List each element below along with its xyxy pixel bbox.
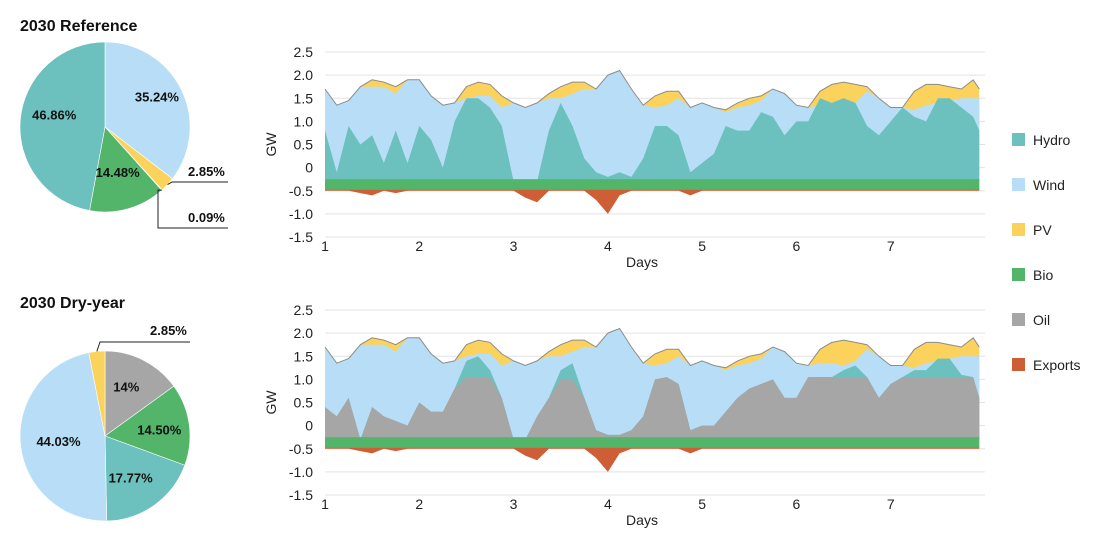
- pie-title-dry-year: 2030 Dry-year: [20, 295, 125, 312]
- area-chart-reference: 2.5 2.0 1.5 1.0 0.5 0 -0.5 -1.0 -1.5 1 2 3 4 5 6 7 Days G…: [263, 44, 985, 270]
- pie-leader-dry-year-pv: [96, 341, 190, 352]
- pie-slice-dry-year-oil: [104, 350, 175, 437]
- legend-label-pv: PV: [1033, 222, 1052, 238]
- legend-swatch-hydro: [1012, 133, 1025, 146]
- legend: Hydro Wind PV Bio Oil Exports: [1012, 132, 1080, 373]
- legend-swatch-oil: [1012, 313, 1025, 326]
- x-axis-label-dry-year: Days: [626, 512, 658, 528]
- area-dry-year-oil: [325, 377, 980, 440]
- legend-label-exports: Exports: [1033, 357, 1080, 373]
- pie-slice-dry-year-bio: [104, 385, 191, 466]
- pie-labels-dry-year: 14% 14.50% 17.77% 44.03% 2.85%: [36, 323, 190, 486]
- x-tick-reference: 6: [793, 238, 801, 254]
- pie-labels-reference: 35.24% 2.85% 0.09% 14.48% 46.86%: [32, 89, 228, 229]
- x-tick-reference: 4: [604, 238, 612, 254]
- x-tick-reference: 7: [887, 238, 895, 254]
- x-tick-dry-year: 1: [321, 496, 329, 512]
- y-tick-dry-year: 2.0: [294, 325, 314, 341]
- x-tick-reference: 2: [415, 238, 423, 254]
- x-tick-reference: 1: [321, 238, 329, 254]
- y-tick-dry-year: 0: [305, 418, 313, 434]
- legend-swatch-exports: [1012, 358, 1025, 371]
- pie-chart-dry-year: 2030 Dry-year 14% 14.50% 17.77% 44.03% 2.85%: [19, 295, 191, 522]
- x-tick-dry-year: 6: [793, 496, 801, 512]
- y-tick-dry-year: -0.5: [289, 441, 313, 457]
- x-tick-dry-year: 2: [415, 496, 423, 512]
- pie-slice-reference-wind: [104, 41, 191, 180]
- pie-title-reference: 2030 Reference: [20, 18, 138, 35]
- x-tick-dry-year: 7: [887, 496, 895, 512]
- pie-chart-reference: 2030 Reference 35.24% 2.85% 0.09% 14.48% 46.…: [19, 18, 228, 229]
- pie-label-dry-year-hydro: 17.77%: [109, 471, 154, 486]
- y-tick-reference: 0: [305, 160, 313, 176]
- y-tick-dry-year: 1.0: [294, 371, 314, 387]
- y-axis-label-dry-year: GW: [263, 390, 279, 415]
- legend-label-bio: Bio: [1033, 267, 1053, 283]
- pie-slice-reference-hydro: [19, 41, 106, 211]
- y-tick-dry-year: 0.5: [294, 395, 314, 411]
- y-tick-reference: -0.5: [289, 183, 313, 199]
- pie-slices-reference: [19, 41, 191, 213]
- area-reference-bio: [325, 179, 980, 190]
- area-chart-dry-year: 2.5 2.0 1.5 1.0 0.5 0 -0.5 -1.0 -1.5 1 2 3 4 5 6 7 Days G…: [263, 302, 985, 528]
- pie-label-reference-pv: 2.85%: [188, 164, 225, 179]
- y-tick-reference: 0.5: [294, 137, 314, 153]
- legend-label-wind: Wind: [1033, 177, 1065, 193]
- y-tick-dry-year: 2.5: [294, 302, 314, 318]
- x-tick-dry-year: 4: [604, 496, 612, 512]
- legend-swatch-bio: [1012, 268, 1025, 281]
- y-tick-dry-year: -1.0: [289, 464, 313, 480]
- y-axis-label-reference: GW: [263, 132, 279, 157]
- pie-slices-dry-year: [19, 350, 191, 522]
- legend-label-hydro: Hydro: [1033, 132, 1071, 148]
- legend-swatch-pv: [1012, 223, 1025, 236]
- pie-label-dry-year-oil: 14%: [113, 379, 139, 394]
- pie-label-dry-year-wind: 44.03%: [36, 434, 81, 449]
- area-reference-exports: [325, 188, 980, 214]
- y-tick-reference: -1.0: [289, 206, 313, 222]
- x-tick-reference: 5: [698, 238, 706, 254]
- x-axis-label-reference: Days: [626, 254, 658, 270]
- x-tick-dry-year: 3: [510, 496, 518, 512]
- y-tick-dry-year: 1.5: [294, 348, 314, 364]
- y-tick-reference: 1.0: [294, 113, 314, 129]
- legend-swatch-wind: [1012, 178, 1025, 191]
- pie-label-dry-year-bio: 14.50%: [137, 423, 182, 438]
- pie-label-dry-year-pv: 2.85%: [150, 323, 187, 338]
- y-tick-reference: 2.0: [294, 67, 314, 83]
- y-tick-reference: 2.5: [294, 44, 314, 60]
- pie-slice-reference-bio: [89, 126, 163, 213]
- y-tick-reference: -1.5: [289, 229, 313, 245]
- pie-slice-dry-year-wind: [19, 352, 108, 522]
- pie-leader-reference-pv: [167, 181, 228, 186]
- y-tick-dry-year: -1.5: [289, 487, 313, 503]
- area-reference-hydro: [325, 98, 980, 182]
- x-tick-dry-year: 5: [698, 496, 706, 512]
- pie-label-reference-wind: 35.24%: [135, 89, 180, 104]
- x-tick-reference: 3: [510, 238, 518, 254]
- legend-label-oil: Oil: [1033, 312, 1050, 328]
- pie-slice-dry-year-hydro: [104, 435, 186, 522]
- pie-label-reference-bio: 14.48%: [96, 165, 141, 180]
- y-tick-reference: 1.5: [294, 90, 314, 106]
- pie-label-reference-hydro: 46.86%: [32, 107, 77, 122]
- pie-slice-dry-year-pv: [88, 350, 106, 437]
- area-dry-year-exports: [325, 446, 980, 472]
- total-outline-dry-year: [324, 327, 980, 369]
- pie-leader-reference-oil: [157, 189, 228, 229]
- total-outline-reference: [324, 69, 980, 111]
- area-dry-year-bio: [325, 437, 980, 448]
- pie-label-reference-oil: 0.09%: [188, 210, 225, 225]
